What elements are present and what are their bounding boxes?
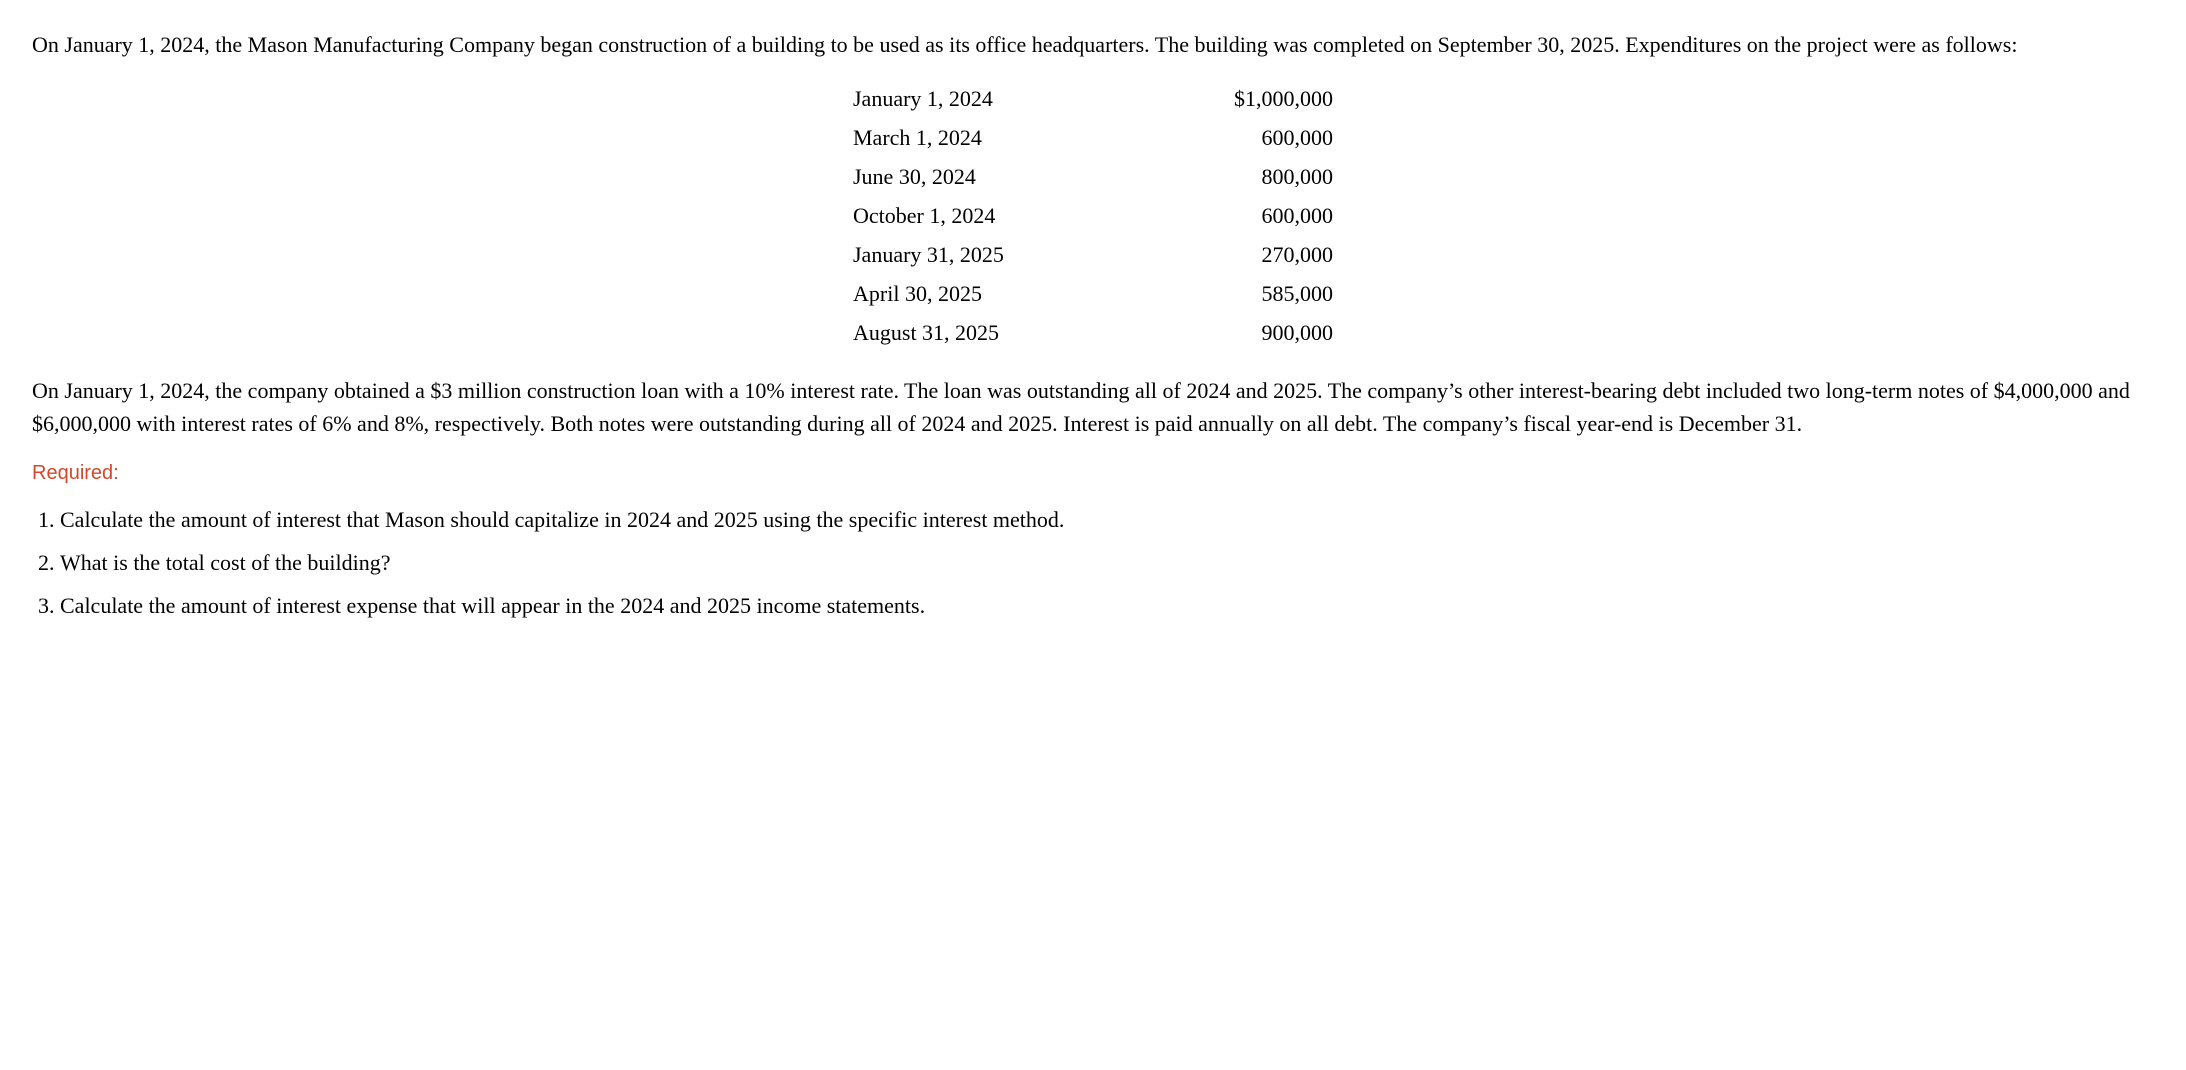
intro-paragraph: On January 1, 2024, the Mason Manufactur… [32, 28, 2154, 61]
expenditure-row: January 1, 2024$1,000,000 [853, 79, 1333, 118]
expenditure-row: August 31, 2025900,000 [853, 313, 1333, 352]
expenditure-amount: 270,000 [1203, 235, 1333, 274]
expenditure-date: August 31, 2025 [853, 313, 1203, 352]
expenditure-amount: 600,000 [1203, 118, 1333, 157]
expenditure-table: January 1, 2024$1,000,000March 1, 202460… [853, 79, 1333, 352]
expenditure-date: January 31, 2025 [853, 235, 1203, 274]
expenditure-row: October 1, 2024600,000 [853, 196, 1333, 235]
expenditure-table-body: January 1, 2024$1,000,000March 1, 202460… [853, 79, 1333, 352]
expenditure-date: October 1, 2024 [853, 196, 1203, 235]
expenditure-row: January 31, 2025270,000 [853, 235, 1333, 274]
expenditure-amount: $1,000,000 [1203, 79, 1333, 118]
requirement-item: What is the total cost of the building? [60, 541, 2154, 584]
loan-paragraph: On January 1, 2024, the company obtained… [32, 374, 2154, 440]
requirement-item: Calculate the amount of interest expense… [60, 584, 2154, 627]
expenditure-amount: 585,000 [1203, 274, 1333, 313]
expenditure-row: April 30, 2025585,000 [853, 274, 1333, 313]
expenditure-date: April 30, 2025 [853, 274, 1203, 313]
expenditure-row: March 1, 2024600,000 [853, 118, 1333, 157]
expenditure-amount: 900,000 [1203, 313, 1333, 352]
expenditure-date: June 30, 2024 [853, 157, 1203, 196]
required-heading: Required: [32, 458, 2154, 488]
expenditure-amount: 800,000 [1203, 157, 1333, 196]
expenditure-date: January 1, 2024 [853, 79, 1203, 118]
expenditure-row: June 30, 2024800,000 [853, 157, 1333, 196]
requirement-item: Calculate the amount of interest that Ma… [60, 498, 2154, 541]
requirements-list: Calculate the amount of interest that Ma… [32, 498, 2154, 627]
expenditure-date: March 1, 2024 [853, 118, 1203, 157]
expenditure-amount: 600,000 [1203, 196, 1333, 235]
